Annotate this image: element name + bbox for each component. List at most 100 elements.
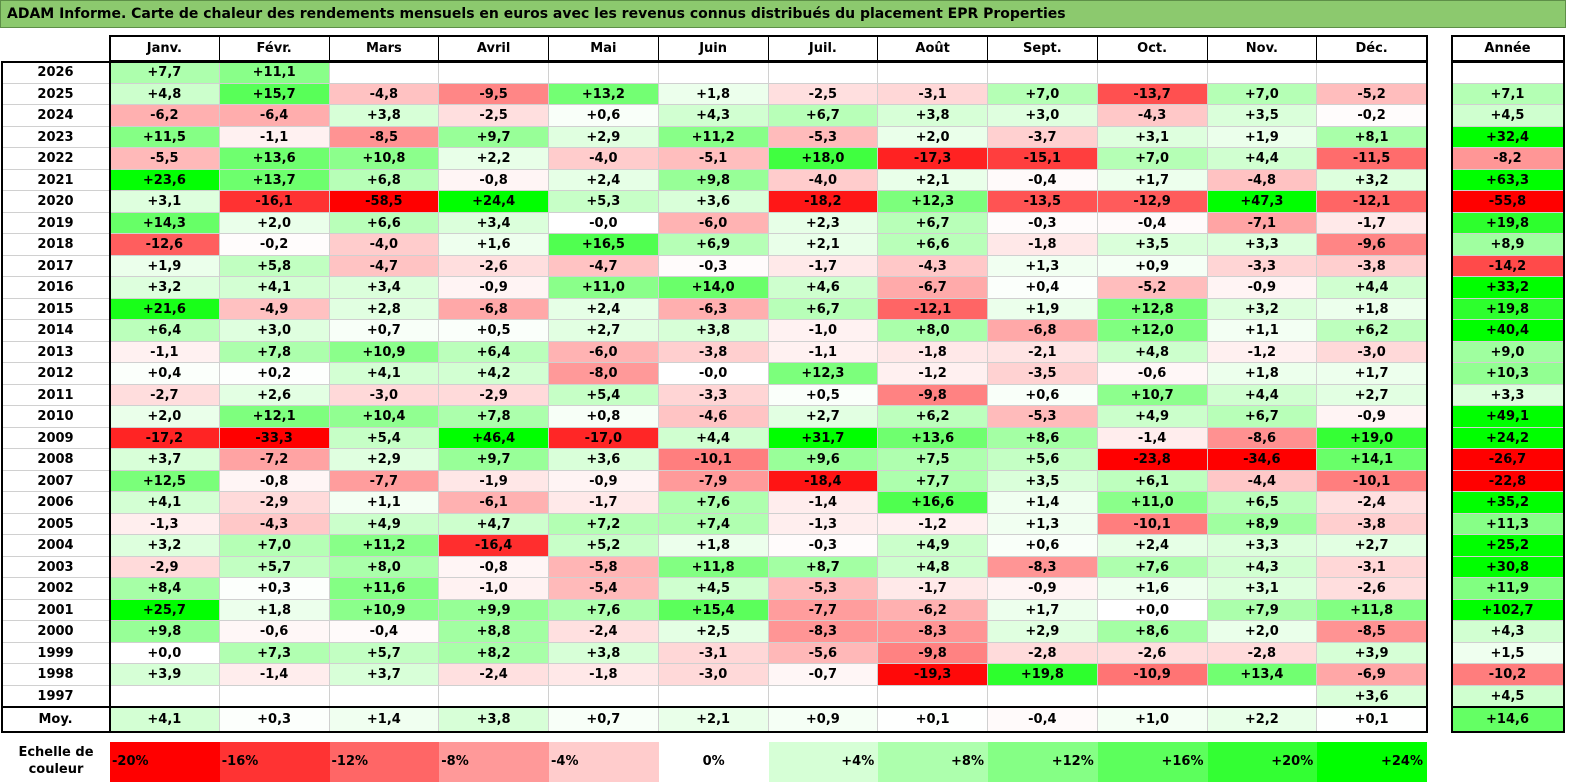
heatmap-cell: +1,8 [219,599,330,621]
heatmap-cell: +0,6 [988,535,1098,557]
heatmap-cell: -0,8 [439,556,549,578]
heatmap-cell: +1,7 [988,599,1098,621]
heatmap-cell: -4,9 [219,298,330,320]
average-cell: -0,4 [988,708,1098,732]
heatmap-cell: +7,6 [1097,556,1208,578]
heatmap-cell: +11,1 [219,62,330,84]
heatmap-cell: -6,8 [439,298,549,320]
heatmap-cell: +2,1 [878,169,988,191]
heatmap-cell: -1,1 [768,341,879,363]
heatmap-cell: -4,4 [1207,470,1318,492]
heatmap-cell: +3,4 [439,212,549,234]
heatmap-cell: +12,5 [110,470,220,492]
heatmap-cell: -0,9 [1317,406,1427,428]
annual-cell: +40,4 [1452,320,1564,342]
heatmap-cell: -17,2 [110,427,220,449]
heatmap-cell: -0,8 [219,470,330,492]
average-cell: +4,1 [110,708,220,732]
heatmap-cell: +9,9 [439,599,549,621]
month-header: Févr. [219,36,330,61]
heatmap-cell: -5,3 [768,578,879,600]
heatmap-cell: +4,2 [439,363,549,385]
average-cell: +2,2 [1207,708,1318,732]
heatmap-cell: -2,6 [439,255,549,277]
heatmap-cell: +4,9 [1097,406,1208,428]
month-header: Avril [439,36,549,61]
heatmap-cell [1097,685,1208,707]
heatmap-cell: +1,6 [1097,578,1208,600]
heatmap-cell: -2,9 [110,556,220,578]
heatmap-cell: +3,2 [1207,298,1318,320]
scale-step: -4% [549,742,659,782]
heatmap-cell: +24,4 [439,191,549,213]
year-label: 2001 [2,599,110,621]
heatmap-cell: +7,8 [219,341,330,363]
heatmap-cell [1207,685,1318,707]
heatmap-cell: +6,7 [878,212,988,234]
heatmap-cell: +8,7 [768,556,879,578]
annual-cell: +33,2 [1452,277,1564,299]
year-label: 1997 [2,685,110,707]
heatmap-cell: -7,1 [1207,212,1318,234]
heatmap-cell: +5,4 [329,427,440,449]
year-label: 2016 [2,277,110,299]
heatmap-cell: +9,7 [439,449,549,471]
annual-cell: +102,7 [1452,599,1564,621]
heatmap-cell: -23,8 [1097,449,1208,471]
heatmap-cell: -3,1 [658,642,769,664]
year-label: 2019 [2,212,110,234]
heatmap-cell [658,685,769,707]
heatmap-cell: -0,9 [439,277,549,299]
heatmap-cell: -2,4 [1317,492,1427,514]
heatmap-cell [768,62,879,84]
heatmap-cell [988,685,1098,707]
heatmap-cell: +6,4 [110,320,220,342]
heatmap-cell: -12,6 [110,234,220,256]
heatmap-cell: +3,6 [658,191,769,213]
heatmap-cell: -1,9 [439,470,549,492]
heatmap-cell: +4,7 [439,513,549,535]
heatmap-cell: -9,6 [1317,234,1427,256]
heatmap-cell: +1,8 [1317,298,1427,320]
heatmap-cell: -1,3 [110,513,220,535]
heatmap-cell: +0,6 [549,105,659,127]
heatmap-cell: -3,8 [1317,255,1427,277]
chart-title: ADAM Informe. Carte de chaleur des rende… [7,6,1066,22]
heatmap-cell: +5,7 [329,642,440,664]
heatmap-cell: +9,7 [439,126,549,148]
heatmap-cell [110,685,220,707]
heatmap-cell: -15,1 [988,148,1098,170]
year-label: 2003 [2,556,110,578]
heatmap-cell: -3,1 [1317,556,1427,578]
heatmap-cell: +7,7 [878,470,988,492]
heatmap-cell: +0,6 [988,384,1098,406]
heatmap-cell: +13,6 [878,427,988,449]
heatmap-cell: +6,5 [1207,492,1318,514]
heatmap-cell: -1,2 [878,513,988,535]
heatmap-cell: +3,7 [110,449,220,471]
heatmap-cell: +1,8 [1207,363,1318,385]
heatmap-cell: +2,4 [549,169,659,191]
heatmap-cell: +2,7 [768,406,879,428]
year-label: 2018 [2,234,110,256]
heatmap-cell: +1,8 [658,535,769,557]
heatmap-cell: -1,1 [219,126,330,148]
heatmap-cell: -1,7 [878,578,988,600]
heatmap-cell: -5,4 [549,578,659,600]
heatmap-cell: +4,9 [878,535,988,557]
annual-cell: +11,9 [1452,578,1564,600]
heatmap-cell: -3,0 [658,664,769,686]
heatmap-cell: +2,0 [878,126,988,148]
heatmap-cell: -2,9 [439,384,549,406]
heatmap-cell: +7,0 [1097,148,1208,170]
heatmap-cell: +0,9 [1097,255,1208,277]
heatmap-cell: +0,5 [439,320,549,342]
average-cell: +3,8 [439,708,549,732]
heatmap-cell: +9,8 [110,621,220,643]
heatmap-cell: -9,5 [439,83,549,105]
heatmap-cell: -11,5 [1317,148,1427,170]
year-label: 2015 [2,298,110,320]
heatmap-cell: +0,8 [549,406,659,428]
year-label: 2007 [2,470,110,492]
heatmap-cell: -3,7 [988,126,1098,148]
